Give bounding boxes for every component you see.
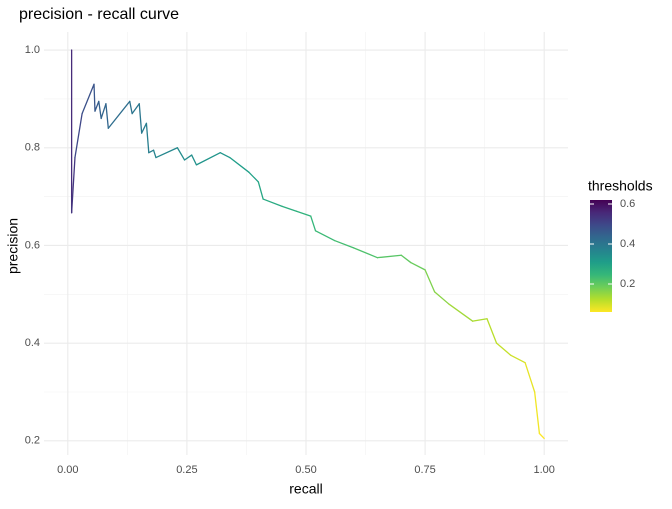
curve-segment (248, 171, 260, 183)
curve-segment (433, 291, 450, 305)
x-tick-label: 0.50 (295, 464, 316, 476)
curve-segment (105, 103, 109, 129)
curve-segment (107, 100, 131, 129)
x-axis-label: recall (289, 481, 322, 497)
curve-segment (129, 100, 133, 115)
curve-segment (74, 112, 83, 159)
curve-segment (510, 354, 526, 364)
curve-segment (486, 318, 498, 344)
curve-segment (424, 269, 436, 293)
curve-segment (93, 83, 96, 112)
colorbar-tick-label: 0.2 (620, 278, 635, 290)
colorbar (590, 200, 612, 312)
curve-segment (495, 342, 512, 357)
curve-segment (70, 156, 76, 214)
curve-segment (183, 154, 193, 161)
curve-segment (148, 149, 155, 154)
y-tick-label: 0.2 (25, 435, 40, 447)
y-tick-label: 0.6 (25, 239, 40, 251)
curve-segment (448, 303, 474, 322)
curve-segment (229, 156, 250, 173)
curve-segment (262, 198, 283, 208)
curve-segment (131, 103, 140, 115)
y-tick-label: 0.8 (25, 142, 40, 154)
curve-segment (138, 103, 143, 134)
curve-segment (534, 391, 541, 435)
curve-segment (94, 100, 100, 112)
x-tick-label: 1.00 (533, 464, 554, 476)
x-tick-label: 0.00 (57, 464, 78, 476)
legend-title: thresholds (588, 178, 653, 194)
curve-segment (191, 154, 198, 166)
curve-segment (400, 254, 412, 264)
curve-segment (352, 247, 379, 259)
curve-segment (281, 205, 298, 212)
curve-segment (141, 122, 148, 134)
curve-segment (81, 83, 95, 115)
curve-segment (314, 230, 336, 242)
colorbar-tick-label: 0.6 (620, 198, 635, 210)
curve-segment (145, 122, 150, 154)
curve-segment (333, 239, 355, 249)
y-axis-label: precision (5, 218, 21, 274)
curve-segment (195, 151, 221, 166)
curve-segment (257, 181, 264, 200)
curve-segment (98, 100, 102, 120)
curve-segment (100, 103, 107, 120)
curve-segment (310, 215, 317, 232)
curve-segment (152, 149, 157, 159)
colorbar-tick-label: 0.4 (620, 238, 635, 250)
curve-segment (219, 151, 231, 159)
curve-segment (295, 210, 312, 217)
y-tick-label: 0.4 (25, 337, 40, 349)
curve-segment (376, 254, 402, 259)
x-tick-label: 0.75 (414, 464, 435, 476)
y-tick-label: 1.0 (25, 44, 40, 56)
x-tick-label: 0.25 (176, 464, 197, 476)
curve-segment (538, 432, 545, 440)
curve-segment (176, 147, 186, 161)
curve-segment (410, 261, 426, 271)
curve-segment (155, 147, 179, 159)
chart-title: precision - recall curve (19, 6, 179, 23)
curve-segment (524, 362, 536, 393)
curve-segment (472, 318, 488, 322)
